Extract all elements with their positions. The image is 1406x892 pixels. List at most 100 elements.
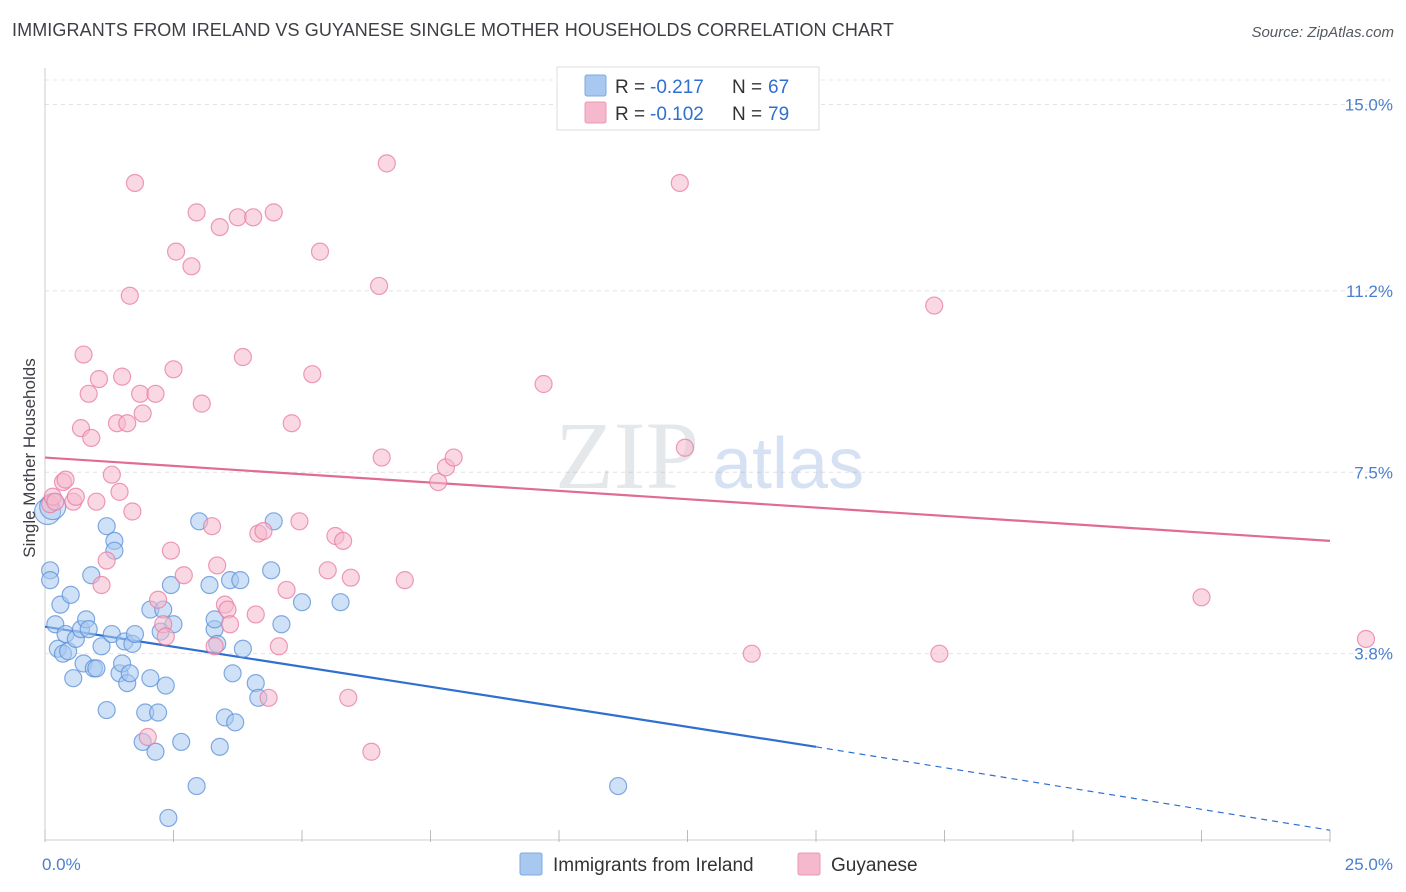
guyanese-point bbox=[372, 448, 391, 467]
ireland-point bbox=[200, 575, 219, 595]
ireland-point bbox=[609, 776, 628, 796]
ireland-point bbox=[125, 624, 145, 644]
ireland-point bbox=[226, 713, 245, 732]
guyanese-point bbox=[118, 414, 137, 433]
guyanese-point bbox=[220, 615, 240, 634]
guyanese-point bbox=[264, 203, 283, 222]
stats-n-value-2: 79 bbox=[768, 104, 789, 125]
stats-r-value-2: -0.102 bbox=[650, 104, 704, 125]
guyanese-point bbox=[89, 369, 109, 389]
guyanese-point bbox=[120, 286, 139, 305]
ireland-point bbox=[246, 673, 265, 693]
ireland-point bbox=[92, 637, 111, 656]
stats-r-label-1: R = bbox=[615, 77, 645, 98]
ireland-point bbox=[172, 732, 191, 752]
guyanese-point bbox=[444, 448, 463, 467]
guyanese-point bbox=[233, 347, 252, 367]
guyanese-point bbox=[156, 627, 175, 646]
guyanese-point bbox=[166, 242, 186, 261]
watermark: ZIP atlas bbox=[555, 402, 864, 509]
guyanese-point bbox=[182, 257, 201, 276]
ireland-point bbox=[272, 615, 291, 634]
legend-label-guyanese: Guyanese bbox=[831, 855, 918, 876]
ireland-point bbox=[231, 571, 250, 590]
ireland-point bbox=[187, 776, 206, 796]
ireland-point bbox=[159, 808, 178, 828]
guyanese-point bbox=[244, 208, 263, 227]
ireland-point bbox=[292, 593, 312, 612]
ireland-point bbox=[331, 593, 350, 612]
ireland-point bbox=[79, 620, 98, 639]
guyanese-point bbox=[187, 203, 206, 222]
y-tick-label-1: 7.5% bbox=[1354, 463, 1393, 482]
ireland-point bbox=[161, 575, 181, 595]
guyanese-point bbox=[138, 727, 157, 747]
ireland-point bbox=[61, 585, 80, 604]
guyanese-point bbox=[92, 575, 111, 595]
guyanese-trend-line bbox=[44, 456, 1331, 543]
guyanese-point bbox=[282, 414, 301, 433]
guyanese-point bbox=[102, 465, 121, 484]
guyanese-point bbox=[79, 384, 98, 403]
guyanese-point bbox=[534, 374, 553, 394]
guyanese-point bbox=[56, 470, 75, 489]
guyanese-point bbox=[377, 154, 396, 173]
guyanese-point bbox=[429, 472, 448, 492]
watermark-atlas: atlas bbox=[712, 424, 864, 504]
trend-lines bbox=[44, 456, 1331, 831]
guyanese-point bbox=[246, 605, 265, 624]
guyanese-point bbox=[303, 365, 322, 384]
ireland-point bbox=[233, 639, 252, 658]
ireland-point bbox=[41, 571, 60, 590]
ireland-point bbox=[148, 703, 168, 722]
guyanese-point bbox=[82, 428, 101, 448]
stats-r-value-1: -0.217 bbox=[650, 77, 704, 98]
ireland-point bbox=[262, 561, 281, 580]
guyanese-point bbox=[202, 517, 222, 536]
guyanese-point bbox=[97, 551, 116, 570]
ireland-point bbox=[141, 669, 160, 688]
guyanese-point bbox=[370, 276, 389, 296]
guyanese-point bbox=[930, 644, 949, 663]
chart-title: IMMIGRANTS FROM IRELAND VS GUYANESE SING… bbox=[12, 20, 894, 40]
tick-labels: 3.8% 7.5% 11.2% 15.0% 0.0% 25.0% bbox=[42, 96, 1393, 874]
ireland-point bbox=[120, 664, 139, 683]
guyanese-point bbox=[208, 556, 227, 575]
ireland-point bbox=[210, 737, 229, 756]
stats-n-label-2: N = bbox=[732, 104, 762, 125]
guyanese-point bbox=[46, 492, 65, 511]
guyanese-point bbox=[125, 173, 145, 193]
guyanese-point bbox=[192, 394, 211, 413]
guyanese-point bbox=[148, 590, 168, 609]
guyanese-point bbox=[228, 208, 247, 227]
stats-n-value-1: 67 bbox=[768, 77, 789, 98]
y-tick-label-2: 11.2% bbox=[1346, 282, 1393, 301]
ireland-trend-line bbox=[44, 625, 817, 748]
x-tick-label-1: 25.0% bbox=[1345, 855, 1393, 874]
data-points bbox=[33, 154, 1376, 828]
guyanese-point bbox=[112, 367, 132, 386]
guyanese-point bbox=[66, 487, 85, 506]
guyanese-point bbox=[925, 296, 944, 315]
guyanese-point bbox=[310, 242, 330, 261]
guyanese-point bbox=[254, 521, 273, 541]
guyanese-point bbox=[205, 637, 224, 656]
guyanese-point bbox=[259, 688, 278, 707]
guyanese-point bbox=[318, 561, 337, 580]
guyanese-point bbox=[123, 502, 142, 521]
guyanese-point bbox=[290, 512, 309, 531]
ireland-point bbox=[97, 517, 116, 536]
guyanese-point bbox=[334, 531, 353, 551]
guyanese-point bbox=[146, 384, 165, 403]
axes bbox=[44, 68, 1331, 842]
ireland-point bbox=[156, 676, 175, 695]
stats-swatch-ireland bbox=[584, 74, 607, 97]
guyanese-point bbox=[339, 688, 358, 707]
guyanese-point bbox=[670, 173, 689, 193]
guyanese-point bbox=[362, 742, 381, 761]
guyanese-point bbox=[210, 217, 229, 237]
guyanese-point bbox=[218, 600, 237, 619]
guyanese-point bbox=[161, 541, 181, 560]
guyanese-point bbox=[341, 568, 360, 587]
